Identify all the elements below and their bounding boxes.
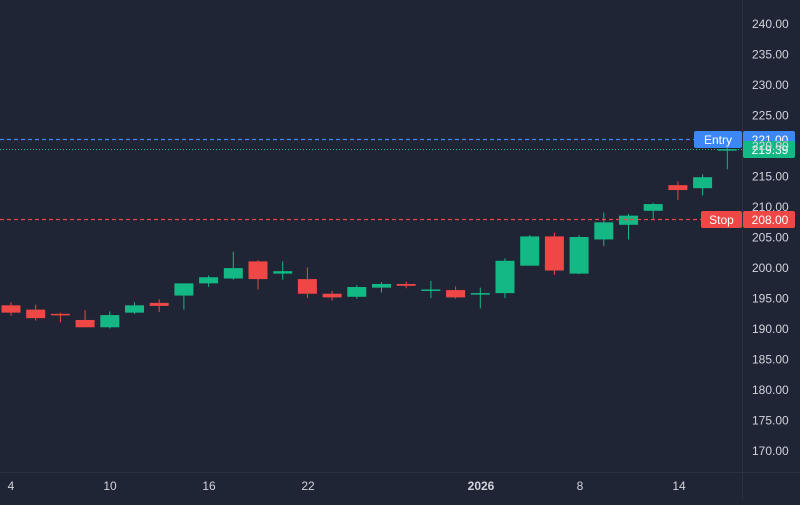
current-price-value-label: 219.39 [752,143,789,157]
candle-body [717,149,737,151]
price-tick-label: 210.00 [752,200,789,214]
candle-body [149,302,169,306]
time-tick-label: 14 [672,479,686,493]
time-tick-label: 8 [577,479,584,493]
candle-body [347,287,367,297]
candle [396,281,416,289]
candle [520,235,540,266]
candle [322,290,342,301]
price-tick-label: 215.00 [752,170,789,184]
candle-body [100,315,120,328]
candle [125,302,144,314]
candle [199,275,219,288]
candle-body [520,236,540,266]
candle [347,285,367,299]
candle-body [594,222,614,240]
price-tick-label: 230.00 [752,78,789,92]
candle [446,286,466,299]
candle [297,267,317,298]
price-axis[interactable]: 240.00 235.00 230.00 225.00 220.00 215.00 210.… [752,17,789,458]
candle-body [248,261,268,280]
candle [248,260,268,290]
candle [619,213,638,240]
price-tick-label: 200.00 [752,261,789,275]
time-axis[interactable]: 4 10 16 22 2026 8 14 [8,479,686,493]
price-tick-label: 235.00 [752,48,789,62]
candle [26,304,46,321]
candle-body [643,204,663,211]
candle-body [174,283,194,296]
candle [643,202,663,219]
candle [273,261,293,280]
entry-tag-bg [694,131,742,148]
time-tick-label: 2026 [468,479,495,493]
time-tick-label: 22 [301,479,315,493]
candle-body [75,319,95,328]
price-tick-label: 205.00 [752,231,789,245]
stop-value-label-bg [743,211,795,228]
time-tick-label: 4 [8,479,15,493]
time-tick-label: 16 [202,479,216,493]
candle [668,181,688,200]
candle [149,299,169,313]
candle-body [273,271,293,274]
candle [470,287,490,309]
candle-body [668,185,688,191]
candle-body [446,290,466,298]
candle [174,283,194,310]
candle-body [297,279,317,294]
candle-body [372,283,391,288]
candle-body [693,177,713,189]
candle-body [396,283,416,286]
price-tick-label: 185.00 [752,353,789,367]
candle [50,312,70,323]
price-tick-label: 175.00 [752,414,789,428]
price-tick-label: 170.00 [752,444,789,458]
candle-body [26,309,46,319]
stop-value-label: 208.00 [752,213,789,227]
entry-tag: Entry [704,133,732,147]
price-tick-label: 225.00 [752,109,789,123]
time-tick-label: 10 [103,479,117,493]
candle-body [421,289,441,291]
candle-body [125,305,144,313]
price-tick-label: 190.00 [752,322,789,336]
candle [372,282,391,293]
price-tick-label: 180.00 [752,383,789,397]
candle [693,174,713,196]
candle [495,258,515,298]
candle [594,212,614,247]
current-price-value-label-bg [743,141,795,158]
candle-body [50,313,70,316]
price-tick-label: 195.00 [752,292,789,306]
candle [1,302,21,316]
candle [544,232,564,275]
price-tick-label: 240.00 [752,17,789,31]
candle-body [322,293,342,298]
stop-tag-bg [701,211,742,228]
candle [223,251,243,280]
candle-body [495,260,515,294]
candle [421,280,441,298]
candle-body [199,277,219,284]
price-tick-label: 220.00 [752,139,789,153]
candle [75,310,95,328]
candle-body [1,305,21,313]
candle [569,235,589,275]
candle-body [569,237,589,274]
candle-body [544,236,564,271]
stop-tag: Stop [709,213,734,227]
candle-body [619,215,638,225]
candle-body [223,268,243,279]
candles [1,141,737,329]
candle-body [470,293,490,295]
candle [100,311,120,329]
